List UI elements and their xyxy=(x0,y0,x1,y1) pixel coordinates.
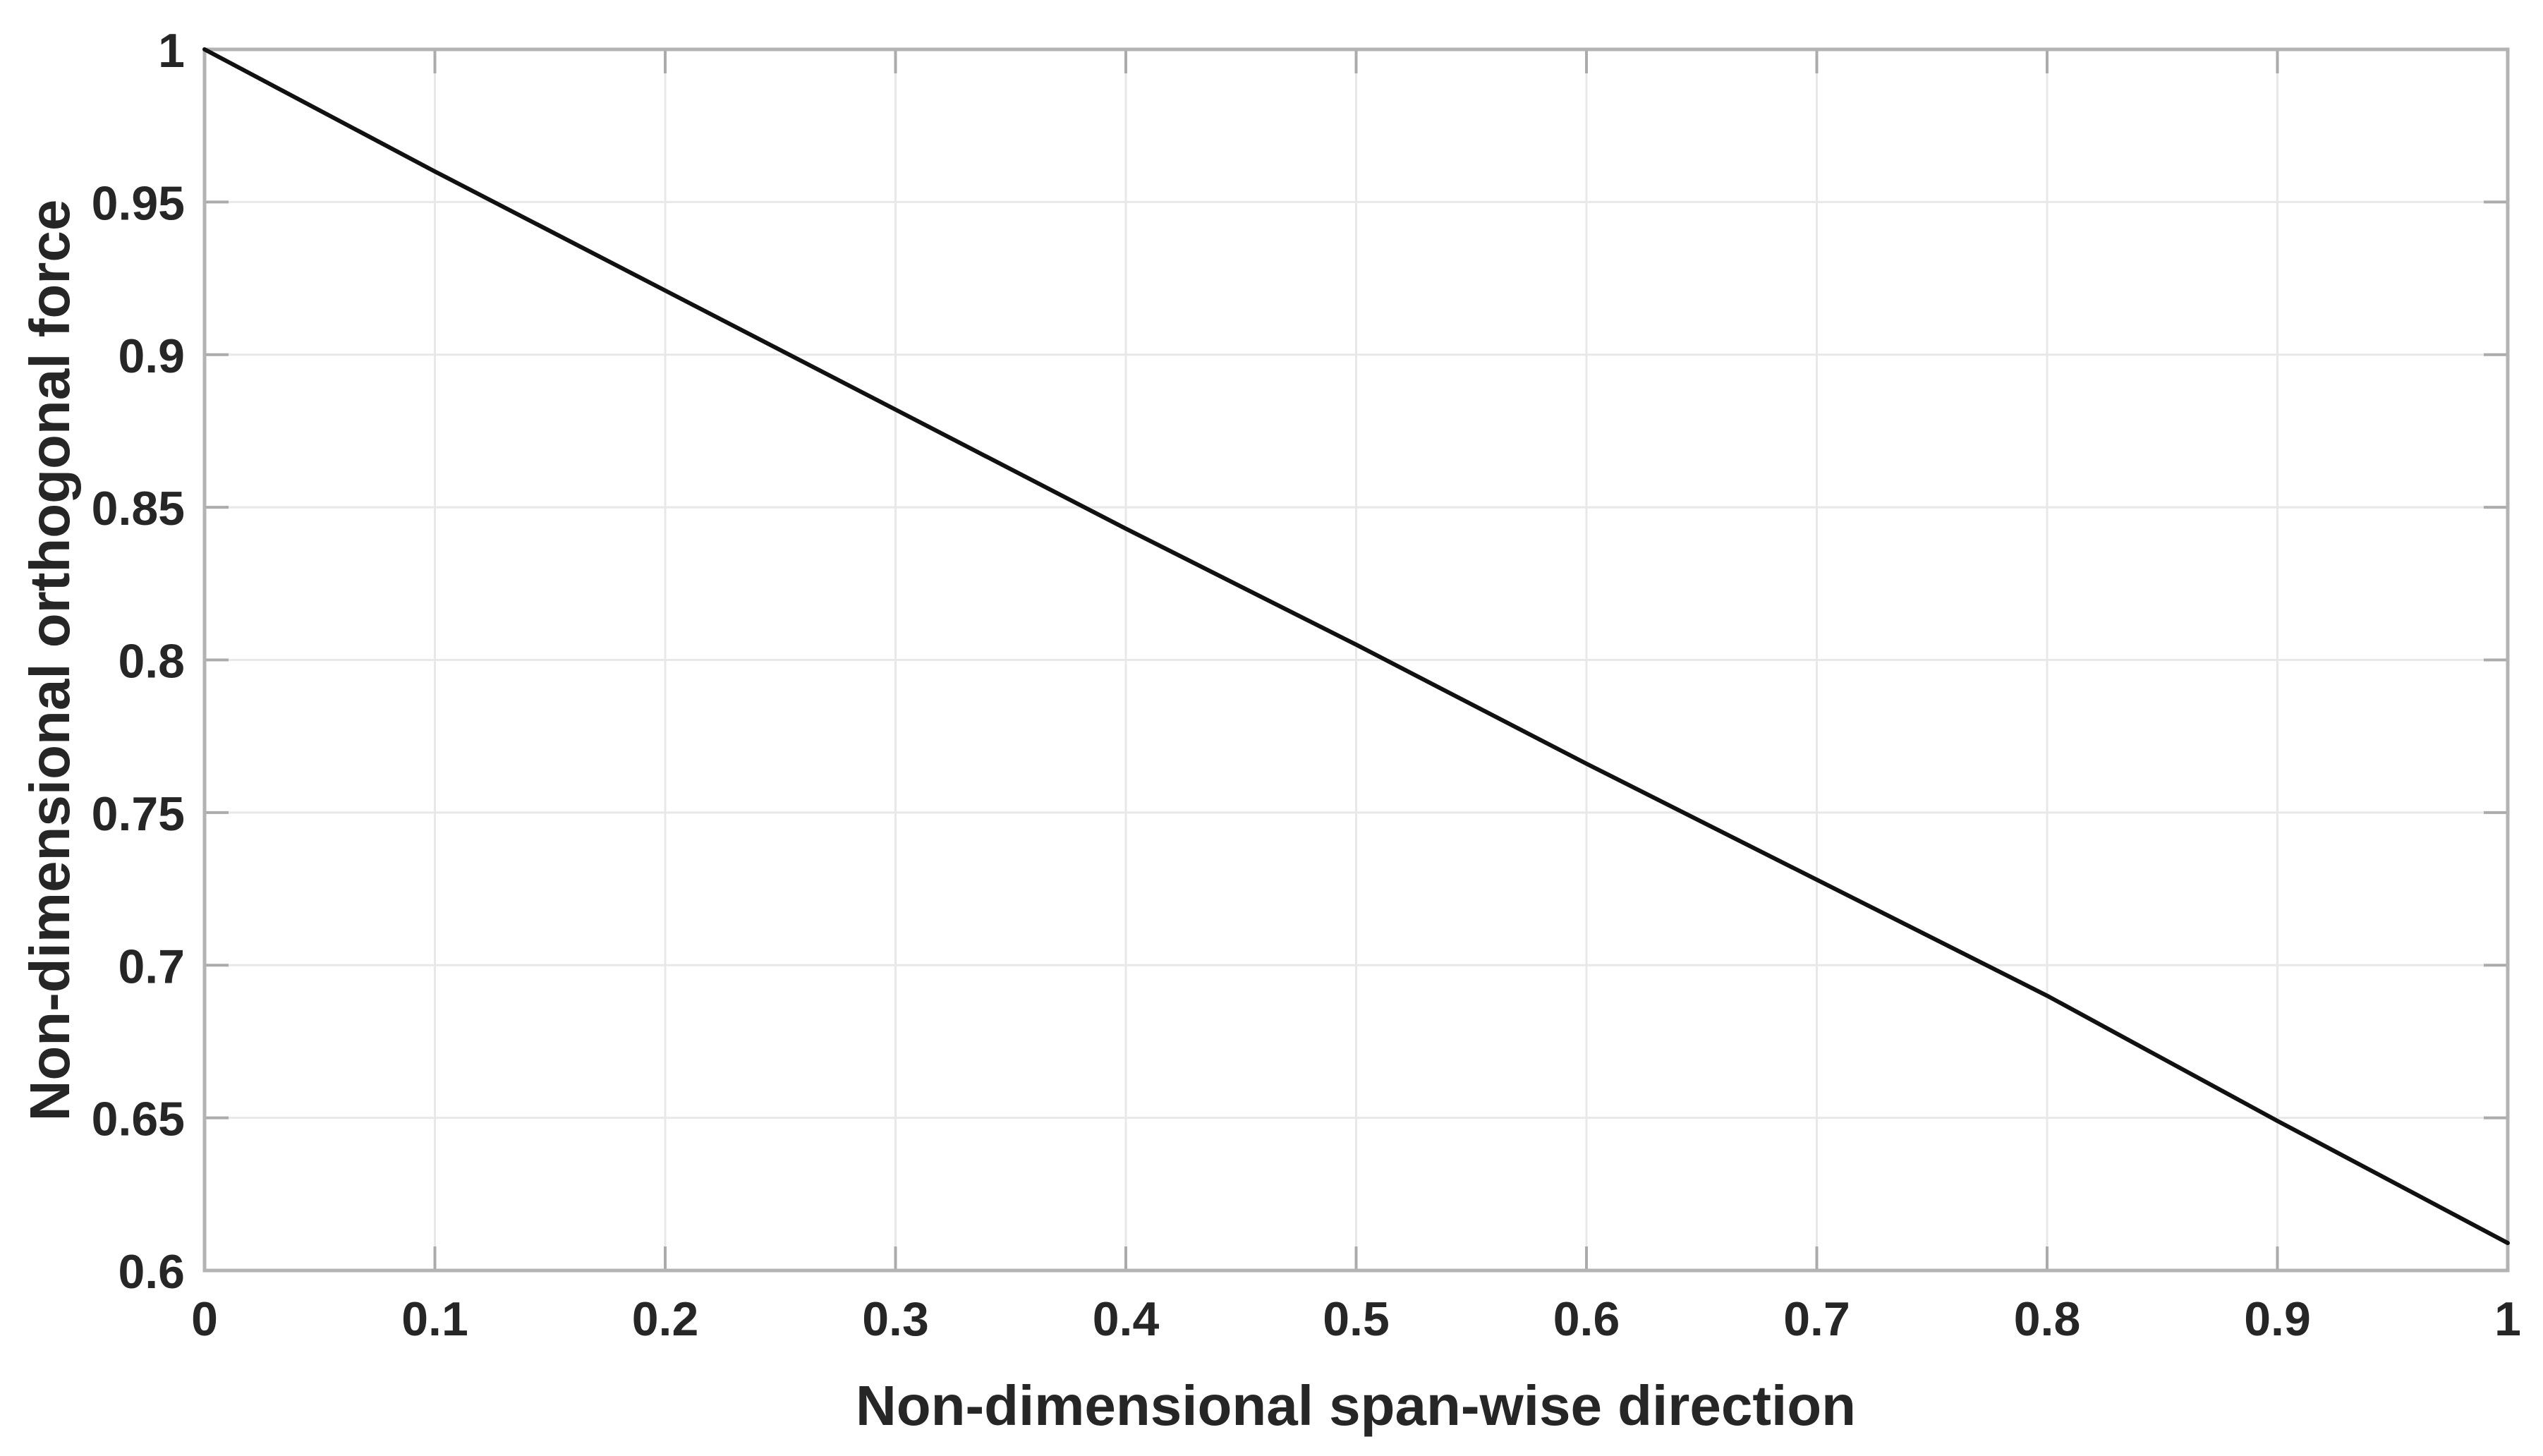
data-line xyxy=(202,47,2510,1246)
tick-marks xyxy=(203,48,2509,1272)
x-axis-label: Non-dimensional span-wise direction xyxy=(856,1374,1856,1437)
y-tick-label: 0.65 xyxy=(92,1093,185,1146)
y-tick-label: 0.9 xyxy=(118,329,185,383)
x-tick-label: 0.4 xyxy=(1093,1292,1160,1346)
x-tick-label: 0.8 xyxy=(2014,1292,2081,1346)
data-series xyxy=(202,47,2510,1246)
x-tick-labels: 0 0.1 0.2 0.3 0.4 0.5 0.6 0.7 0.8 0.9 1 xyxy=(191,1292,2521,1346)
y-tick-label: 0.85 xyxy=(92,482,185,535)
x-tick-label: 0.7 xyxy=(1783,1292,1850,1346)
x-tick-label: 0.6 xyxy=(1553,1292,1620,1346)
y-tick-label: 0.6 xyxy=(118,1245,185,1299)
y-tick-label: 0.8 xyxy=(118,635,185,688)
y-tick-label: 0.95 xyxy=(92,176,185,230)
y-tick-label: 0.7 xyxy=(118,940,185,993)
y-axis-label: Non-dimensional orthogonal force xyxy=(18,200,81,1122)
plot-border xyxy=(202,47,2510,1273)
y-tick-label: 1 xyxy=(158,24,185,78)
x-tick-label: 0.1 xyxy=(401,1292,468,1346)
x-tick-label: 0.5 xyxy=(1323,1292,1390,1346)
x-tick-label: 0.3 xyxy=(862,1292,929,1346)
x-tick-label: 0.9 xyxy=(2244,1292,2311,1346)
y-tick-labels: 0.6 0.65 0.7 0.75 0.8 0.85 0.9 0.95 1 xyxy=(92,24,185,1299)
x-tick-label: 1 xyxy=(2494,1292,2521,1346)
x-tick-label: 0.2 xyxy=(632,1292,699,1346)
x-tick-label: 0 xyxy=(191,1292,218,1346)
y-tick-label: 0.75 xyxy=(92,787,185,841)
